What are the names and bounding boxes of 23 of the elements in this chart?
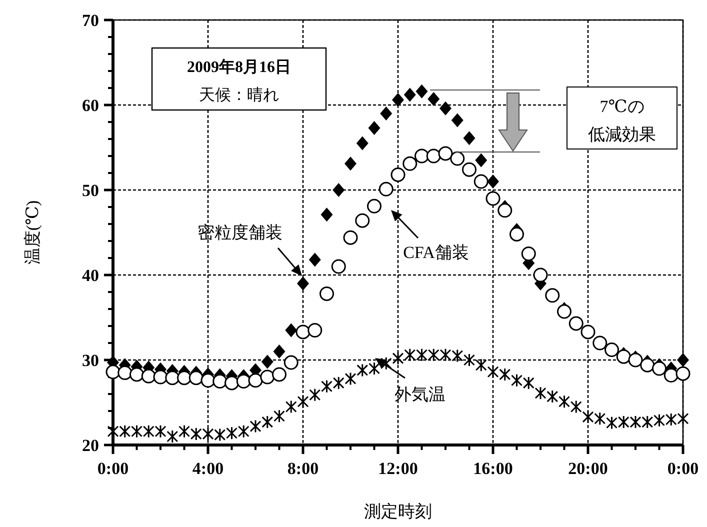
y-tick-label: 60 [82, 96, 99, 115]
y-axis-title: 温度(℃) [23, 200, 42, 265]
y-tick-label: 70 [82, 11, 99, 30]
x-tick-label: 16:00 [473, 459, 513, 478]
x-tick-label: 0:00 [667, 459, 699, 478]
y-tick-label: 30 [82, 351, 99, 370]
x-tick-label: 4:00 [192, 459, 224, 478]
annotation: 7℃の [600, 97, 644, 116]
legend-label: 外気温 [394, 385, 446, 404]
y-tick-label: 20 [82, 436, 99, 455]
y-tick-label: 40 [82, 266, 99, 285]
annotation: 低減効果 [588, 125, 656, 144]
series-label: 密粒度舗装 [198, 223, 282, 242]
x-tick-label: 12:00 [378, 459, 418, 478]
x-tick-label: 0:00 [97, 459, 129, 478]
y-tick-label: 50 [82, 181, 99, 200]
x-tick-label: 8:00 [287, 459, 319, 478]
date-box: 2009年8月16日 天候：晴れ [151, 47, 327, 111]
x-tick-label: 20:00 [568, 459, 608, 478]
x-axis-title: 測定時刻 [364, 502, 432, 521]
annotation: 2009年8月16日 [187, 58, 291, 76]
annotation: 天候：晴れ [199, 86, 279, 104]
legend-label: CFA舗装 [403, 243, 469, 262]
